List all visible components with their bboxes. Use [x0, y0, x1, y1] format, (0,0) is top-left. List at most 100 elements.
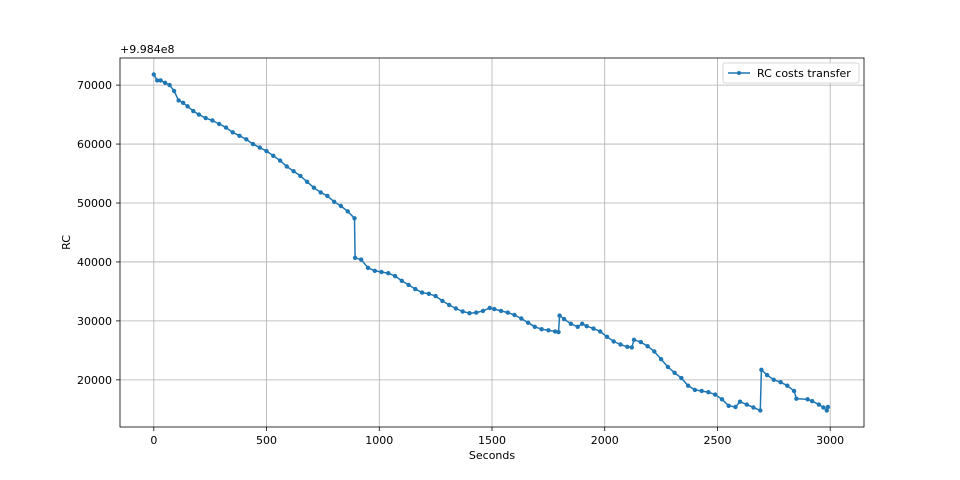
- data-point: [244, 137, 249, 142]
- data-point: [304, 179, 310, 184]
- data-point: [764, 372, 770, 378]
- data-point: [171, 88, 177, 94]
- data-point: [406, 282, 411, 288]
- data-point: [809, 398, 815, 404]
- data-point: [557, 313, 562, 318]
- data-point: [794, 396, 799, 401]
- legend-entry-label: RC costs transfer: [757, 67, 851, 80]
- data-point: [525, 320, 531, 325]
- data-point: [386, 271, 391, 276]
- data-point: [487, 305, 492, 311]
- data-point: [447, 302, 452, 308]
- y-tick-label: 70000: [77, 79, 112, 92]
- data-point: [532, 324, 537, 329]
- data-point: [158, 78, 163, 83]
- data-point: [167, 82, 172, 88]
- data-point: [196, 112, 202, 117]
- data-point: [539, 327, 544, 332]
- data-point: [556, 329, 561, 335]
- x-axis-label: Seconds: [469, 449, 515, 462]
- y-tick-label: 30000: [77, 315, 112, 328]
- data-point: [237, 133, 242, 138]
- x-tick-label: 2000: [591, 434, 619, 447]
- data-point: [419, 290, 425, 295]
- data-point: [191, 108, 196, 114]
- data-point: [699, 388, 704, 394]
- data-point: [679, 375, 684, 381]
- y-tick-label: 50000: [77, 197, 112, 210]
- data-point: [758, 408, 763, 413]
- data-point: [185, 104, 190, 109]
- data-point: [672, 370, 677, 375]
- data-point: [210, 118, 215, 123]
- data-point: [203, 115, 208, 121]
- data-point: [332, 199, 337, 204]
- data-point: [604, 334, 610, 339]
- data-point: [825, 404, 831, 410]
- data-point: [598, 329, 603, 334]
- data-point: [392, 273, 398, 279]
- data-point: [352, 216, 357, 221]
- data-point: [580, 321, 585, 326]
- data-point: [785, 383, 790, 388]
- data-point: [638, 339, 643, 345]
- data-point: [512, 312, 517, 318]
- data-point: [791, 388, 797, 394]
- data-point: [284, 164, 289, 169]
- data-point: [180, 100, 186, 106]
- y-tick-label: 60000: [77, 138, 112, 151]
- data-point: [311, 185, 317, 190]
- data-point: [440, 298, 445, 304]
- y-offset-label: +9.984e8: [120, 43, 174, 56]
- data-point: [257, 145, 262, 150]
- legend-marker-swatch: [737, 71, 741, 75]
- data-point: [552, 329, 558, 334]
- data-point: [618, 342, 623, 347]
- x-tick-label: 0: [150, 434, 157, 447]
- data-point: [692, 387, 698, 393]
- data-point: [751, 405, 756, 410]
- data-point: [611, 339, 616, 344]
- data-point: [713, 392, 718, 397]
- data-point: [325, 193, 330, 199]
- data-point: [151, 72, 156, 77]
- data-point: [771, 377, 776, 382]
- grid-lines: [120, 58, 864, 427]
- data-point: [625, 344, 630, 349]
- data-point: [645, 344, 650, 349]
- data-point: [230, 130, 235, 135]
- data-point: [824, 408, 829, 413]
- data-point: [250, 141, 256, 147]
- data-point: [505, 310, 510, 315]
- data-point: [217, 121, 222, 127]
- data-point: [561, 316, 567, 322]
- data-point: [706, 390, 711, 395]
- data-point: [778, 380, 783, 385]
- legend: RC costs transfer: [722, 62, 860, 84]
- y-tick-label: 20000: [77, 374, 112, 387]
- data-point: [460, 309, 465, 314]
- data-point: [744, 402, 749, 407]
- y-axis: 20000 30000 40000 50000 60000 70000: [77, 79, 120, 387]
- data-point: [365, 265, 371, 270]
- data-point: [413, 286, 418, 292]
- x-tick-label: 3000: [816, 434, 844, 447]
- legend-box: [722, 62, 860, 84]
- data-point: [372, 268, 377, 273]
- data-point: [474, 310, 479, 315]
- data-point: [480, 308, 486, 314]
- x-tick-label: 2500: [703, 434, 731, 447]
- data-point: [685, 383, 691, 388]
- y-tick-label: 40000: [77, 256, 112, 269]
- data-point: [821, 405, 826, 410]
- data-point: [733, 404, 738, 410]
- data-point: [591, 326, 596, 331]
- data-point: [338, 203, 344, 209]
- data-point: [433, 293, 438, 299]
- data-point: [453, 306, 459, 311]
- data-point: [568, 321, 574, 326]
- x-axis: 0 500 1000 1500 2000 2500 3000: [150, 427, 844, 447]
- data-point: [498, 308, 504, 314]
- data-point: [492, 306, 497, 312]
